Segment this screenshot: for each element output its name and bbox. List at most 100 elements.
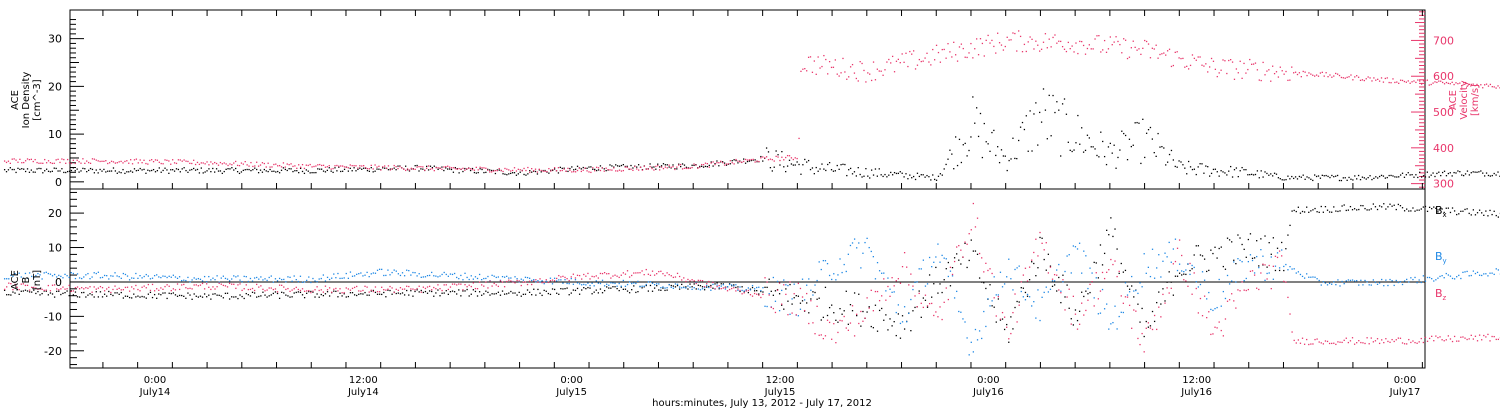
density-point [1495,174,1497,176]
b-point-by [218,281,220,283]
b-point-by [941,254,943,257]
density-point [112,167,115,169]
velocity-point [1205,63,1207,65]
density-point [1293,177,1295,180]
b-point-by [1062,281,1064,283]
b-point-by [1339,285,1341,287]
b-point-by [1116,328,1118,330]
b-point-by [1474,272,1477,275]
b-point-bx [556,292,558,294]
b-point-bx [210,298,212,300]
b-point-by [351,275,354,277]
b-point-bx [1481,212,1483,214]
b-point-by [495,276,497,279]
b-point-bx [64,291,66,294]
density-point [704,165,707,168]
b-point-by [1203,279,1206,281]
density-point [870,169,873,171]
density-point [1228,170,1230,172]
velocity-point [1140,53,1142,56]
b-point-bz [366,286,368,288]
velocity-point [63,158,65,161]
density-point [553,168,556,170]
b-point-by [1008,258,1010,260]
velocity-point [309,163,311,166]
b-point-bx [1285,248,1287,250]
velocity-point [1464,81,1467,84]
velocity-point [57,158,59,160]
b-point-bx [964,242,966,245]
velocity-point [1233,78,1236,80]
b-point-bz [178,288,181,291]
b-point-bx [856,314,858,317]
density-point [922,174,924,176]
b-point-by [262,279,264,281]
b-point-bx [1310,210,1312,212]
velocity-point [723,164,726,166]
b-point-by [776,280,779,283]
density-point [1061,103,1064,105]
b-point-by [1326,284,1329,286]
b-point-bx [1181,274,1183,276]
velocity-point [616,170,619,172]
velocity-point [1468,83,1471,86]
density-point [1493,172,1495,175]
density-point [355,170,357,172]
velocity-point [212,163,214,165]
velocity-point [1182,57,1184,60]
b-point-by [1399,281,1402,283]
density-point [1178,160,1180,162]
density-point [378,168,380,170]
density-point [985,141,987,143]
density-point [223,170,225,173]
b-point-bx [1189,269,1191,272]
density-point [588,166,590,168]
density-point [947,158,949,160]
density-point [204,171,206,173]
velocity-point [758,160,760,163]
b-point-by [637,280,639,283]
b-point-bx [512,292,514,294]
velocity-point [418,165,420,168]
b-point-by [545,280,547,283]
velocity-point [670,166,672,169]
density-point [1165,164,1167,166]
density-point [1296,178,1299,180]
b-point-bx [826,314,829,317]
b-point-by [995,294,997,296]
density-point [242,169,244,172]
b-point-bx [431,290,433,293]
b-point-by [1289,265,1291,268]
b-point-by [395,270,397,272]
b-point-by [1068,254,1070,256]
b-point-bx [535,294,537,296]
b-point-bz [362,289,364,292]
b-point-by [731,284,733,286]
b-point-by [108,278,110,280]
b-point-bx [564,287,566,290]
density-point [74,170,76,172]
b-point-bz [45,289,47,291]
velocity-point [343,166,346,168]
b-point-bx [968,259,970,262]
density-point [1100,131,1102,133]
b-point-by [1422,275,1425,277]
velocity-point [1336,73,1339,75]
b-point-by [528,277,531,279]
b-point-by [424,276,427,278]
b-point-bx [1035,275,1037,277]
velocity-point [362,164,365,167]
b-point-bz [228,282,231,285]
b-point-bx [1366,209,1368,211]
b-point-bx [831,304,833,306]
b-point-by [958,310,960,313]
b-point-by [408,269,410,272]
velocity-point [798,137,800,140]
b-point-by [299,275,302,277]
b-point-bx [222,297,225,299]
density-point [324,171,327,173]
b-point-bx [56,290,58,293]
b-point-bx [1210,249,1212,251]
axis-label-line: Velocity [1459,80,1470,119]
density-point [937,175,940,177]
